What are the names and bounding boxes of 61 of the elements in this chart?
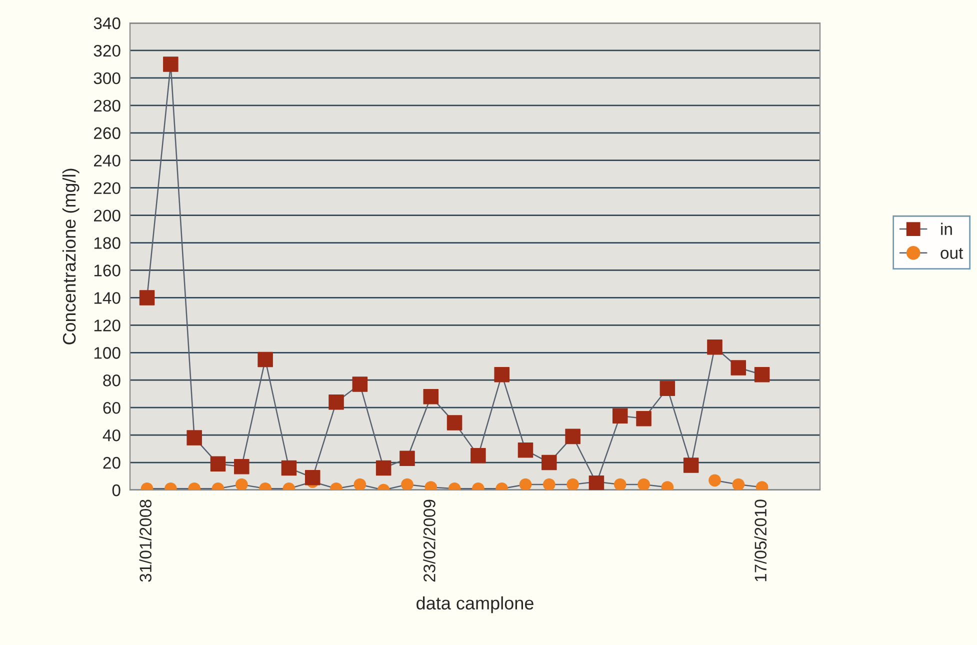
point [423,388,439,404]
legend-label: in [941,222,952,235]
y-tick-label: 260 [94,127,120,140]
point [210,456,226,472]
point [352,376,368,392]
y-tick-label: 40 [102,429,120,442]
y-tick-label: 200 [94,210,120,222]
point [518,442,534,458]
point [565,428,580,444]
point [542,454,557,470]
point [400,450,415,466]
point [494,366,510,382]
point [660,380,676,396]
y-tick-label: 100 [94,347,120,359]
point [683,458,699,473]
point [235,478,248,490]
point [614,478,626,490]
point [234,459,250,474]
y-tick-label: 220 [94,182,120,194]
y-tick-label: 80 [103,374,120,386]
y-tick-label: 160 [94,264,120,276]
point [730,360,746,376]
point [707,340,722,355]
x-tick-label: 23/02/2009 [423,500,436,582]
point [354,478,366,490]
y-tick-label: 280 [94,100,120,112]
y-tick-label: 120 [94,320,120,332]
point [754,366,770,382]
point [612,408,628,424]
y-tick-label: 20 [103,456,120,469]
y-tick-label: 240 [94,154,120,167]
x-tick-label: 31/01/2008 [139,500,152,582]
point [139,290,155,306]
point [401,478,414,490]
legend-label: out [940,248,964,259]
y-tick-label: 140 [94,292,120,304]
point [638,478,650,490]
point [258,352,273,368]
point [566,478,579,490]
y-tick-label: 60 [103,402,120,414]
point [328,394,344,410]
point [163,56,178,72]
point [708,474,721,487]
point [304,470,320,486]
point [446,415,462,430]
x-axis-title: data camplone [416,596,534,614]
y-tick-label: 300 [94,72,120,84]
point [542,478,556,490]
point [636,410,652,426]
point [186,430,202,446]
point [470,448,486,464]
y-tick-label: 180 [94,237,120,249]
y-tick-label: 0 [112,484,120,496]
point [281,460,297,476]
x-tick-label: 17/05/2010 [754,500,767,582]
point [732,478,745,490]
y-tick-label: 320 [94,44,120,57]
point [519,478,532,490]
point [376,460,392,476]
y-axis-title: Concentrazione (mg/l) [62,168,80,344]
y-tick-label: 340 [94,17,120,30]
